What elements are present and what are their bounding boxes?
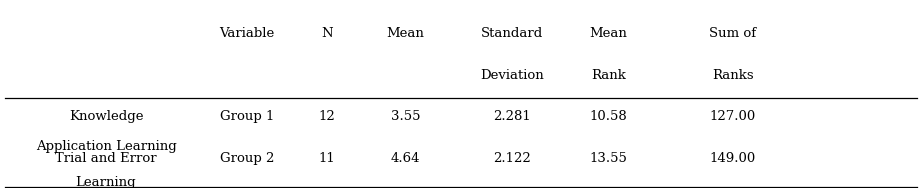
Text: Mean: Mean	[589, 27, 628, 40]
Text: Trial and Error: Trial and Error	[55, 152, 157, 165]
Text: 2.122: 2.122	[493, 152, 530, 165]
Text: 13.55: 13.55	[589, 152, 628, 165]
Text: Standard: Standard	[480, 27, 543, 40]
Text: Deviation: Deviation	[479, 69, 544, 82]
Text: 12: 12	[319, 110, 336, 123]
Text: Sum of: Sum of	[709, 27, 757, 40]
Text: Ranks: Ranks	[712, 69, 754, 82]
Text: 127.00: 127.00	[710, 110, 756, 123]
Text: 3.55: 3.55	[391, 110, 420, 123]
Text: Group 1: Group 1	[220, 110, 274, 123]
Text: 4.64: 4.64	[391, 152, 420, 165]
Text: Rank: Rank	[591, 69, 626, 82]
Text: Knowledge: Knowledge	[69, 110, 143, 123]
Text: N: N	[322, 27, 333, 40]
Text: 149.00: 149.00	[710, 152, 756, 165]
Text: 10.58: 10.58	[590, 110, 627, 123]
Text: 2.281: 2.281	[493, 110, 530, 123]
Text: Learning: Learning	[76, 176, 136, 188]
Text: Application Learning: Application Learning	[36, 140, 176, 153]
Text: Mean: Mean	[386, 27, 425, 40]
Text: 11: 11	[319, 152, 336, 165]
Text: Variable: Variable	[219, 27, 275, 40]
Text: Group 2: Group 2	[220, 152, 274, 165]
